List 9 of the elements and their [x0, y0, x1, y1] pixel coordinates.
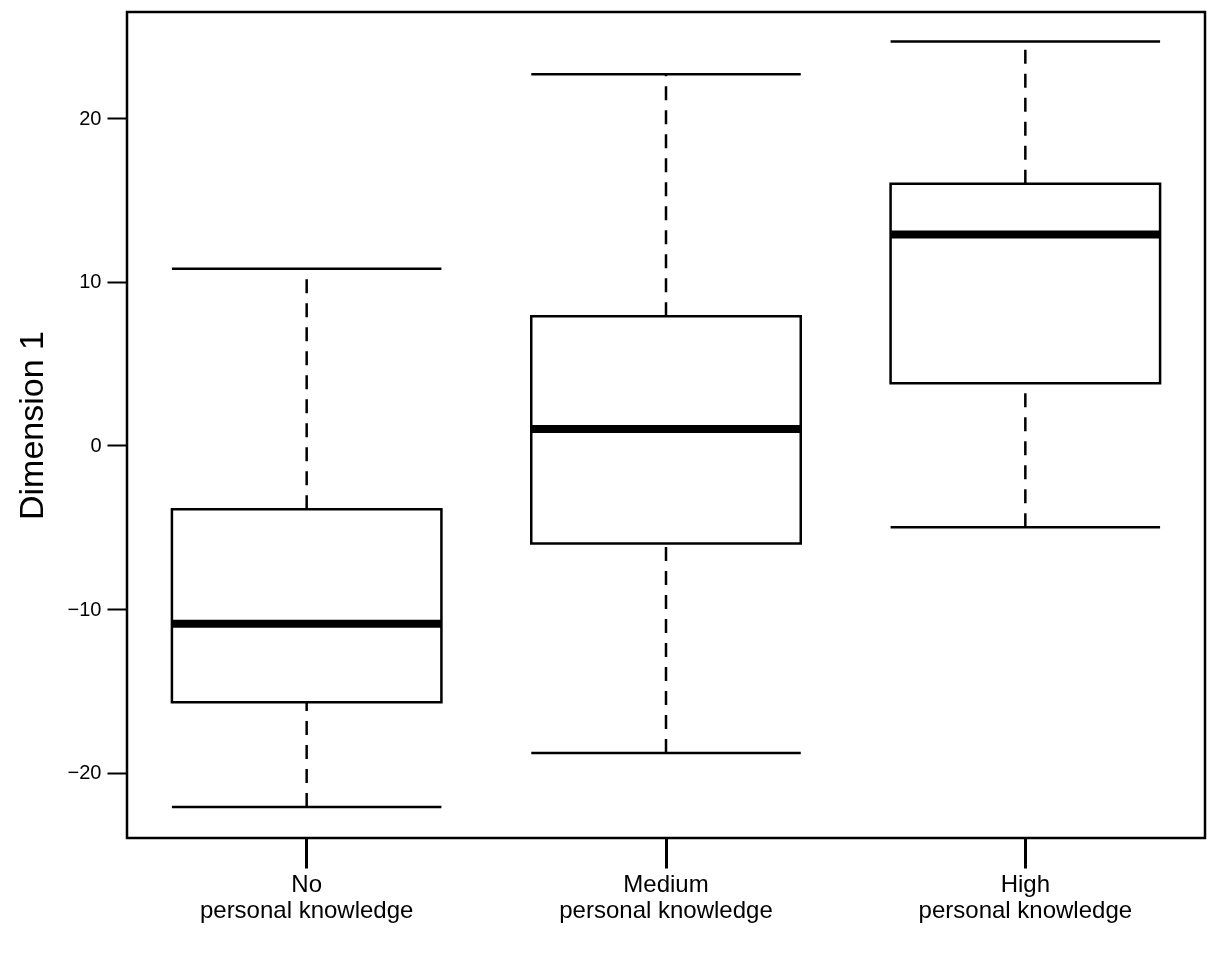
x-tick-label: High personal knowledge: [918, 869, 1133, 923]
y-tick-label: 0: [90, 433, 102, 456]
x-tick-label: Medium personal knowledge: [559, 869, 773, 923]
y-axis-title: Dimension 1: [11, 331, 50, 520]
y-tick-label: −20: [67, 761, 102, 784]
y-tick-label: −10: [67, 597, 102, 620]
y-tick-label: 20: [79, 106, 102, 129]
y-tick-label: 10: [79, 270, 102, 293]
x-tick-label: No personal knowledge: [199, 869, 414, 923]
